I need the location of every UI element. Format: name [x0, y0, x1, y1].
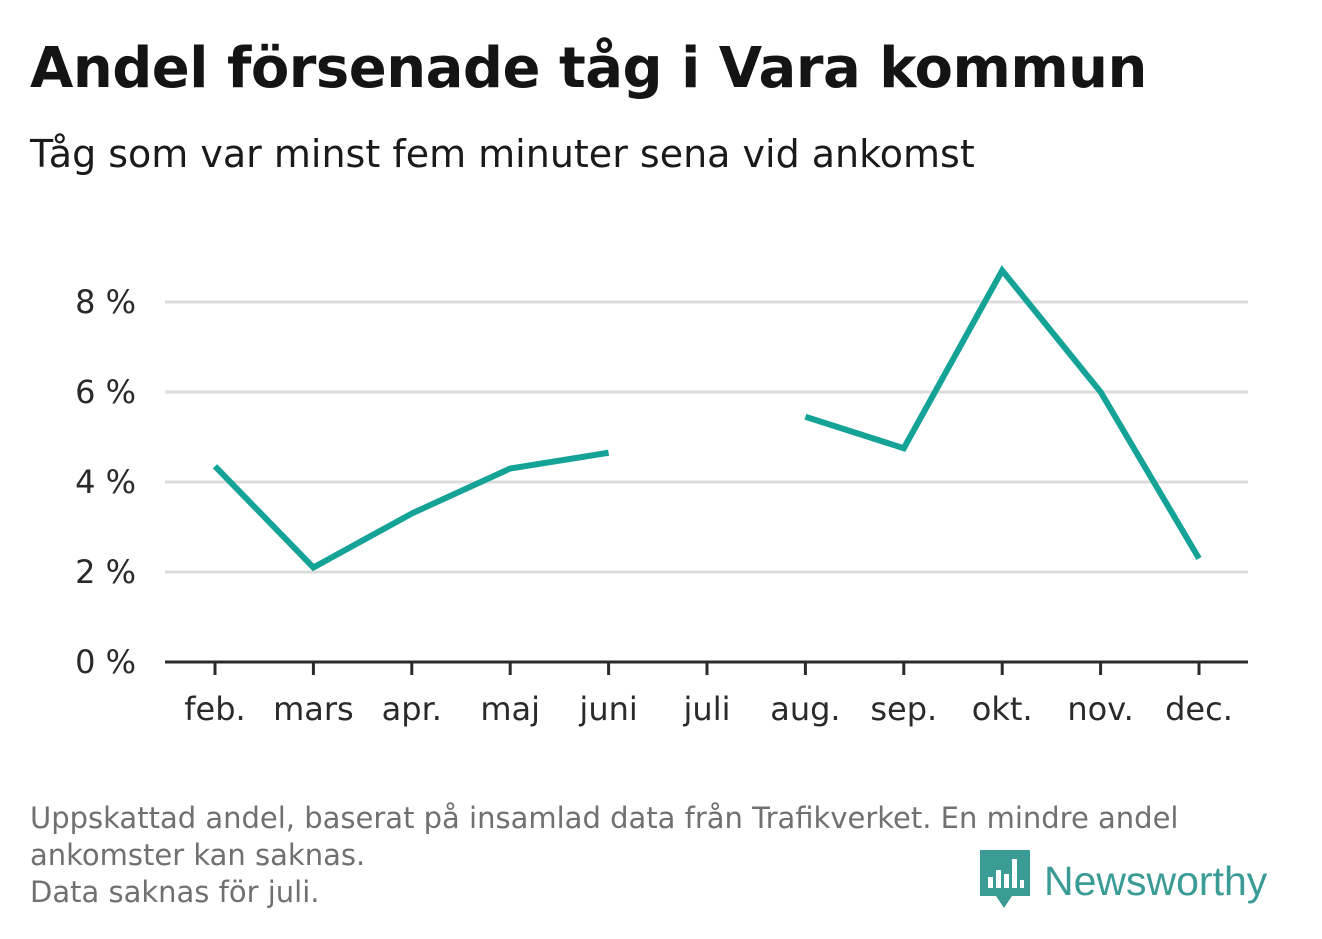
x-tick-label: okt.: [972, 690, 1033, 728]
x-tick-label: maj: [480, 690, 540, 728]
newsworthy-logo: Newsworthy: [980, 850, 1267, 912]
x-tick-label: juni: [578, 690, 637, 728]
gridlines: [165, 300, 1248, 574]
footnote-line-3: Data saknas för juli.: [30, 875, 320, 909]
y-tick-label: 4 %: [75, 463, 136, 501]
y-tick-label: 0 %: [75, 643, 136, 681]
footnote-line-1: Uppskattad andel, baserat på insamlad da…: [30, 801, 1179, 835]
x-axis: feb. mars apr. maj juni juli aug. sep. okt. nov. d…: [165, 660, 1248, 728]
series-line: [804, 265, 1202, 561]
series-line: [212, 449, 610, 572]
newsworthy-bar-chart-icon: [980, 850, 1030, 908]
x-tick-label: juli: [683, 690, 731, 728]
footnote-line-2: ankomster kan saknas.: [30, 838, 366, 872]
chart-subtitle: Tåg som var minst fem minuter sena vid a…: [30, 132, 975, 176]
chart-title: Andel försenade tåg i Vara kommun: [30, 36, 1147, 101]
x-tick-label: feb.: [184, 690, 245, 728]
x-tick-label: apr.: [382, 690, 442, 728]
x-tick-label: mars: [273, 690, 354, 728]
footnote: Uppskattad andel, baserat på insamlad da…: [30, 800, 1290, 911]
brand-name: Newsworthy: [1044, 857, 1268, 904]
series-lines: [212, 265, 1202, 572]
y-tick-label: 8 %: [75, 283, 136, 321]
line-chart: 0 % 2 % 4 % 6 % 8 % feb. mars apr. maj juni juli a…: [75, 265, 1248, 728]
y-tick-label: 6 %: [75, 373, 136, 411]
x-tick-label: sep.: [870, 690, 937, 728]
x-tick-label: aug.: [770, 690, 840, 728]
y-tick-label: 2 %: [75, 553, 136, 591]
x-tick-label: nov.: [1067, 690, 1133, 728]
x-tick-label: dec.: [1165, 690, 1233, 728]
y-axis-labels: 0 % 2 % 4 % 6 % 8 %: [75, 283, 136, 681]
